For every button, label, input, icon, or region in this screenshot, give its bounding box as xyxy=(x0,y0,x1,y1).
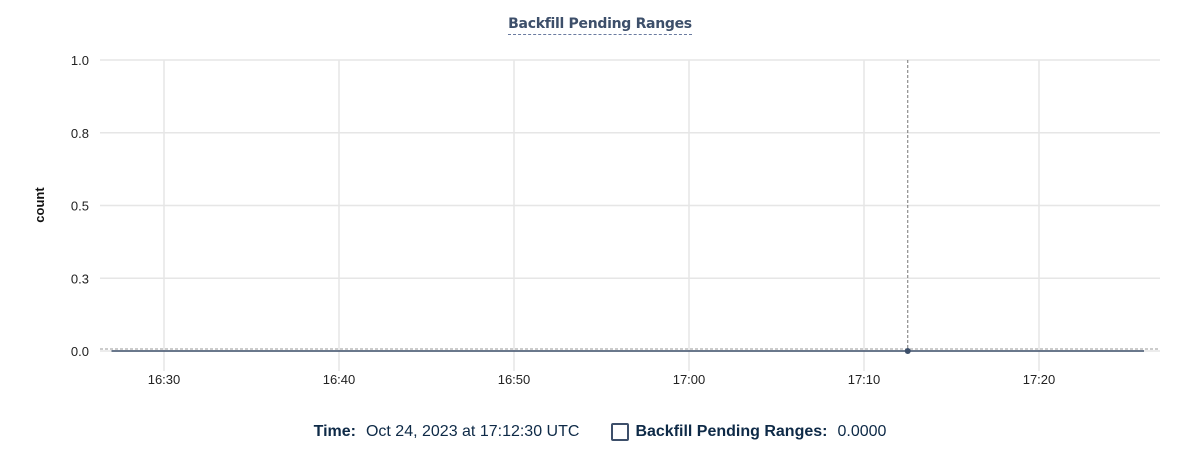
x-tick-label: 16:30 xyxy=(148,372,181,387)
time-label: Time: xyxy=(313,423,356,440)
series-toggle-checkbox[interactable] xyxy=(611,423,630,441)
x-tick-label: 16:40 xyxy=(323,372,356,387)
y-tick-label: 0.5 xyxy=(71,199,89,214)
hover-legend: Time: Oct 24, 2023 at 17:12:30 UTC Backf… xyxy=(0,423,1200,441)
x-tick-label: 17:00 xyxy=(673,372,706,387)
x-tick-label: 16:50 xyxy=(498,372,531,387)
series-label: Backfill Pending Ranges: xyxy=(635,423,828,440)
y-tick-label: 0.0 xyxy=(71,344,89,359)
y-tick-label: 1.0 xyxy=(71,53,89,68)
x-tick-label: 17:20 xyxy=(1023,372,1056,387)
chart-title-text: Backfill Pending Ranges xyxy=(508,16,692,35)
x-tick-label: 17:10 xyxy=(848,372,881,387)
series-value: 0.0000 xyxy=(837,423,887,440)
y-tick-label: 0.8 xyxy=(71,126,89,141)
chart-title[interactable]: Backfill Pending Ranges xyxy=(0,15,1200,35)
cursor-point xyxy=(904,348,911,354)
time-value: Oct 24, 2023 at 17:12:30 UTC xyxy=(365,423,580,440)
y-tick-label: 0.3 xyxy=(71,271,89,286)
y-axis-label: count xyxy=(32,187,47,223)
